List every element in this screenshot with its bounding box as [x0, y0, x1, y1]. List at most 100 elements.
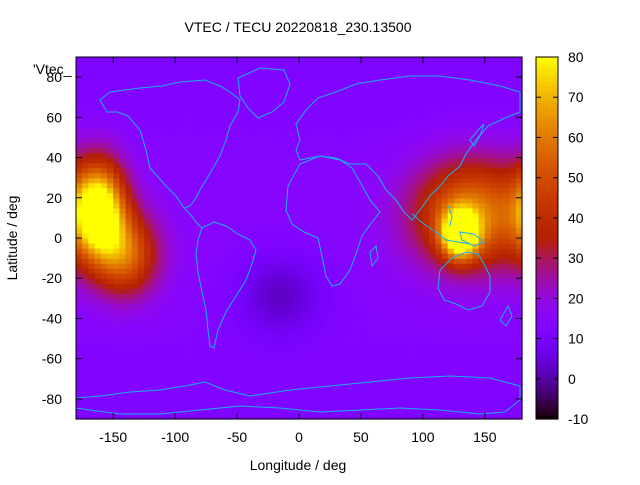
heatmap-cell: [342, 248, 350, 254]
heatmap-cell: [404, 62, 412, 68]
heatmap-cell: [255, 273, 263, 279]
heatmap-cell: [305, 243, 312, 249]
heatmap-cell: [113, 408, 120, 415]
heatmap-cell: [373, 197, 381, 204]
heatmap-cell: [106, 278, 114, 284]
heatmap-cell: [156, 77, 164, 83]
heatmap-cell: [261, 413, 269, 420]
heatmap-cell: [175, 232, 182, 239]
heatmap-cell: [76, 273, 83, 279]
heatmap-cell: [410, 127, 418, 134]
heatmap-cell: [150, 112, 158, 118]
heatmap-cell: [249, 273, 257, 279]
heatmap-cell: [311, 353, 319, 360]
heatmap-cell: [410, 57, 418, 63]
heatmap-cell: [292, 92, 300, 98]
heatmap-cell: [453, 177, 461, 184]
heatmap-cell: [472, 408, 480, 415]
heatmap-cell: [373, 298, 381, 304]
heatmap-cell: [224, 167, 232, 174]
heatmap-cell: [435, 172, 443, 179]
heatmap-cell: [385, 318, 393, 325]
heatmap-cell: [410, 217, 418, 224]
heatmap-cell: [206, 97, 213, 103]
heatmap-cell: [274, 283, 282, 289]
heatmap-cell: [94, 152, 102, 159]
heatmap-cell: [360, 328, 368, 335]
heatmap-cell: [391, 77, 399, 83]
heatmap-cell: [336, 122, 343, 128]
heatmap-cell: [379, 403, 387, 410]
heatmap-cell: [280, 358, 288, 365]
heatmap-cell: [491, 97, 498, 103]
heatmap-cell: [497, 112, 505, 118]
heatmap-cell: [137, 212, 145, 219]
heatmap-cell: [336, 192, 343, 199]
heatmap-cell: [100, 363, 108, 370]
heatmap-cell: [336, 328, 343, 335]
heatmap-cell: [249, 323, 257, 330]
heatmap-cell: [305, 182, 312, 189]
heatmap-cell: [329, 258, 337, 264]
heatmap-cell: [243, 278, 251, 284]
heatmap-cell: [119, 298, 127, 304]
heatmap-cell: [484, 87, 492, 93]
heatmap-cell: [181, 238, 189, 244]
heatmap-cell: [478, 72, 486, 78]
heatmap-cell: [218, 192, 226, 199]
heatmap-cell: [100, 298, 108, 304]
heatmap-cell: [435, 227, 443, 234]
heatmap-cell: [435, 353, 443, 360]
heatmap-cell: [466, 333, 474, 340]
heatmap-cell: [76, 413, 83, 420]
heatmap-cell: [422, 308, 430, 315]
heatmap-cell: [311, 333, 319, 340]
heatmap-cell: [175, 363, 182, 370]
heatmap-cell: [230, 72, 238, 78]
heatmap-cell: [305, 293, 312, 299]
heatmap-cell: [268, 152, 275, 159]
heatmap-cell: [336, 318, 343, 325]
heatmap-cell: [404, 127, 412, 134]
heatmap-cell: [435, 378, 443, 385]
heatmap-cell: [410, 383, 418, 390]
heatmap-cell: [94, 122, 102, 128]
heatmap-cell: [460, 283, 467, 289]
heatmap-cell: [497, 92, 505, 98]
heatmap-cell: [280, 187, 288, 194]
heatmap-cell: [82, 268, 89, 274]
heatmap-cell: [416, 353, 424, 360]
heatmap-cell: [168, 72, 176, 78]
heatmap-cell: [76, 142, 83, 149]
heatmap-cell: [119, 182, 127, 189]
heatmap-cell: [497, 358, 505, 365]
heatmap-cell: [230, 238, 238, 244]
heatmap-cell: [460, 413, 467, 420]
heatmap-cell: [144, 227, 151, 234]
heatmap-cell: [429, 328, 436, 335]
heatmap-cell: [299, 187, 306, 194]
heatmap-cell: [348, 363, 356, 370]
heatmap-cell: [354, 273, 362, 279]
heatmap-cell: [76, 192, 83, 199]
heatmap-cell: [447, 338, 455, 345]
heatmap-cell: [435, 177, 443, 184]
heatmap-cell: [360, 57, 368, 63]
heatmap-cell: [237, 67, 244, 73]
heatmap-cell: [466, 338, 474, 345]
heatmap-cell: [379, 413, 387, 420]
heatmap-cell: [484, 413, 492, 420]
heatmap-cell: [342, 398, 350, 405]
heatmap-cell: [373, 132, 381, 139]
heatmap-cell: [175, 167, 182, 174]
heatmap-cell: [398, 363, 405, 370]
heatmap-cell: [323, 288, 331, 294]
heatmap-cell: [317, 378, 325, 385]
heatmap-cell: [497, 207, 505, 214]
heatmap-cell: [429, 333, 436, 340]
heatmap-cell: [460, 268, 467, 274]
heatmap-cell: [354, 97, 362, 103]
heatmap-cell: [230, 363, 238, 370]
heatmap-cell: [230, 137, 238, 144]
heatmap-cell: [137, 157, 145, 164]
